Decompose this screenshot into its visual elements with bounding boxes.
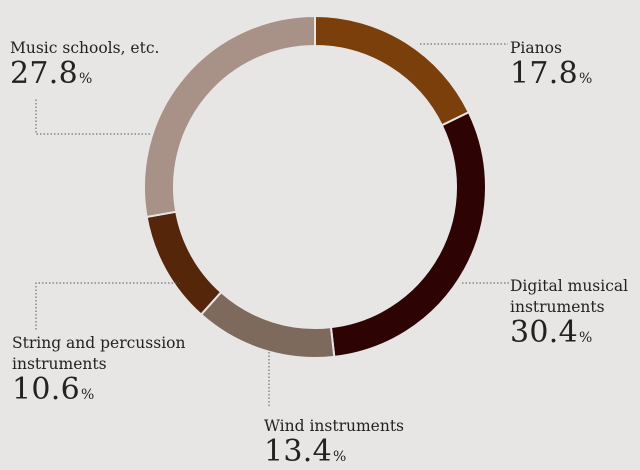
label-digital-pct-value: 30.4: [510, 314, 578, 350]
label-string-percussion-pct: 10.6%: [12, 371, 185, 407]
label-wind-pct-value: 13.4: [264, 433, 332, 469]
label-music-schools-name: Music schools, etc.: [10, 39, 160, 57]
label-wind-pct: 13.4%: [264, 433, 404, 469]
label-string-percussion-name-line2: instruments: [12, 354, 107, 373]
leader-line-music: [35, 98, 150, 135]
donut-slice-string-and-percussion-instruments: [145, 210, 223, 316]
label-digital-name-line1: Digital musical: [510, 277, 629, 295]
label-string-percussion-pct-value: 10.6: [12, 371, 80, 407]
label-pianos-pct: 17.8%: [510, 55, 593, 91]
label-pianos: Pianos 17.8%: [510, 38, 593, 89]
label-wind: Wind instruments 13.4%: [264, 416, 404, 467]
label-string-percussion-pct-sym: %: [81, 386, 95, 403]
label-digital-pct-sym: %: [579, 329, 593, 346]
donut-slice-pianos: [314, 14, 471, 127]
label-pianos-name: Pianos: [510, 39, 562, 57]
label-string-percussion-name-line1: String and percussion: [12, 334, 186, 352]
label-music-schools-pct-sym: %: [79, 70, 93, 87]
label-wind-name: Wind instruments: [264, 417, 404, 435]
donut-slice-wind-instruments: [199, 290, 336, 359]
leader-lines: [35, 43, 509, 408]
label-digital-name-line2: instruments: [510, 297, 605, 316]
donut-slice-music-schools-etc: [143, 14, 316, 219]
donut-slice-digital-musical-instruments: [329, 110, 487, 359]
label-pianos-pct-sym: %: [579, 70, 593, 87]
donut-slices: [143, 14, 487, 359]
label-music-schools: Music schools, etc. 27.8%: [10, 38, 159, 89]
label-music-schools-pct: 27.8%: [10, 55, 159, 91]
label-pianos-pct-value: 17.8: [510, 55, 578, 91]
label-string-percussion: String and percussion instruments 10.6%: [12, 333, 185, 405]
label-digital-pct: 30.4%: [510, 314, 628, 350]
leader-line-string: [35, 282, 180, 331]
label-wind-pct-sym: %: [333, 448, 347, 465]
label-digital: Digital musical instruments 30.4%: [510, 276, 628, 348]
label-music-schools-pct-value: 27.8: [10, 55, 78, 91]
